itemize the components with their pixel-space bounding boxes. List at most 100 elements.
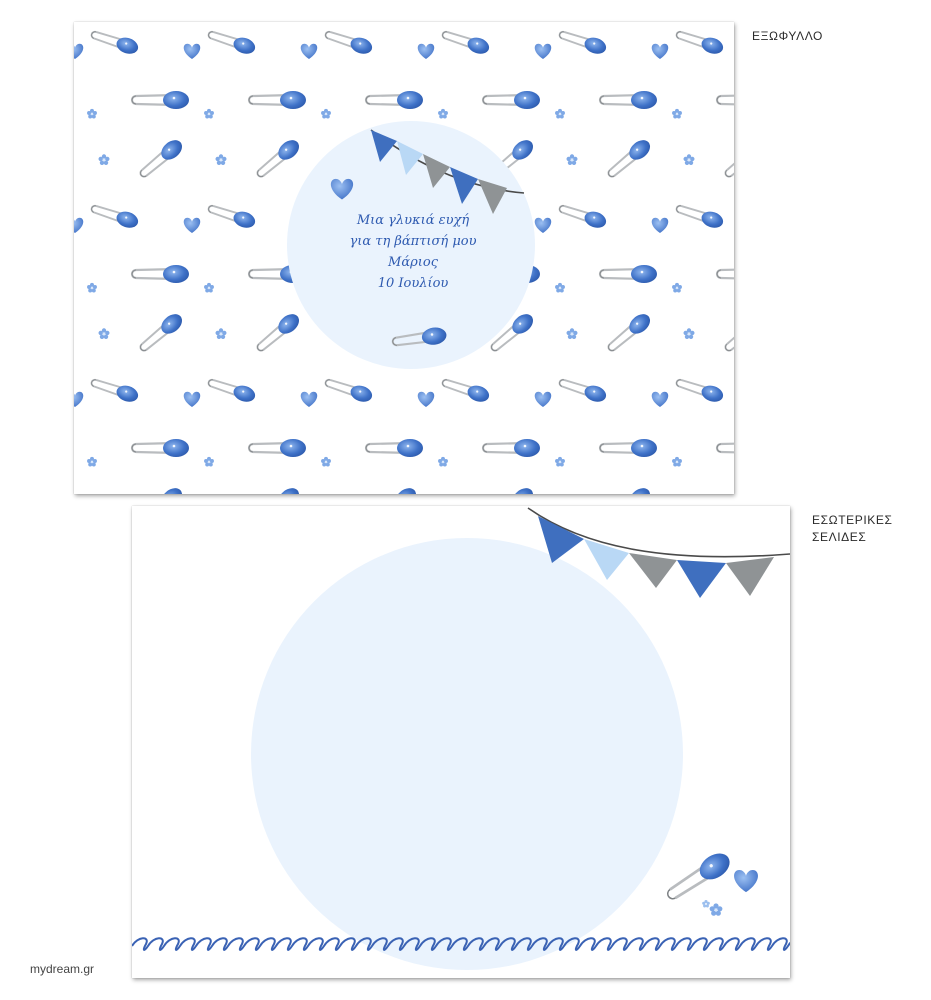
safety-pin-icon [667, 853, 730, 900]
pin-icon [135, 483, 187, 494]
flower-icon [215, 154, 227, 165]
pin-icon [364, 89, 425, 111]
pin-icon [252, 309, 304, 357]
flower-icon [683, 328, 695, 339]
heart-icon [300, 391, 318, 407]
heart-icon [300, 43, 318, 59]
heart-icon [74, 217, 84, 233]
flower-icon [87, 282, 97, 293]
pin-icon [720, 135, 734, 183]
pin-icon [135, 135, 187, 183]
flower-icon [672, 282, 682, 293]
heart-icon [651, 391, 669, 407]
flower-icon [438, 108, 448, 119]
pin-icon [130, 263, 191, 285]
flower-icon [566, 328, 578, 339]
heart-icon [651, 217, 669, 233]
pin-icon [88, 199, 142, 232]
pin-icon [322, 373, 376, 406]
pin-icon [556, 25, 610, 58]
flower-icon [683, 154, 695, 165]
pin-icon [486, 483, 538, 494]
flower-icon [204, 282, 214, 293]
flower-icon [555, 282, 565, 293]
flower-icon [438, 456, 448, 467]
inner-pages-label: ΕΣΩΤΕΡΙΚΕΣ ΣΕΛΙΔΕΣ [812, 512, 922, 546]
pin-icon [205, 199, 259, 232]
pin-icon [205, 373, 259, 406]
inner-label-line-2: ΣΕΛΙΔΕΣ [812, 530, 867, 544]
cover-pattern [74, 25, 734, 494]
pin-icon [598, 263, 659, 285]
flower-icon [215, 328, 227, 339]
flower-icon [87, 456, 97, 467]
heart-icon [74, 43, 84, 59]
pin-icon [715, 263, 734, 285]
greeting-line-1: Μια γλυκιά ευχή [356, 213, 470, 228]
heart-icon [534, 217, 552, 233]
pin-icon [247, 437, 308, 459]
brand-name: mydream.gr [30, 962, 95, 976]
heart-icon [74, 391, 84, 407]
pin-icon [603, 135, 655, 183]
pin-icon [88, 373, 142, 406]
heart-icon [183, 391, 201, 407]
flower-icon [204, 108, 214, 119]
pin-icon [364, 437, 425, 459]
inner-pages-sheet [132, 506, 790, 978]
heart-icon [534, 43, 552, 59]
flower-icon [98, 328, 110, 339]
pin-icon [130, 89, 191, 111]
pin-icon [603, 309, 655, 357]
heart-icon [417, 43, 435, 59]
pin-icon [673, 373, 727, 406]
pin-icon [720, 483, 734, 494]
greeting-line-2: για τη βάπτισή μου [349, 234, 477, 249]
heart-icon [734, 869, 758, 893]
pin-icon [439, 373, 493, 406]
pin-icon [252, 135, 304, 183]
baptism-date: 10 Ιουλίου [377, 276, 449, 291]
heart-icon [417, 391, 435, 407]
flower-icon [672, 108, 682, 119]
inner-photo-circle [251, 538, 683, 970]
child-name: Μάριος [388, 255, 438, 270]
flower-icon [672, 456, 682, 467]
flower-icon [566, 154, 578, 165]
cover-label: ΕΞΩΦΥΛΛΟ [752, 29, 823, 43]
heart-icon [183, 43, 201, 59]
flower-icon [204, 456, 214, 467]
flower-icon [87, 108, 97, 119]
pin-icon [369, 483, 421, 494]
bunting-flag-icon [370, 129, 525, 214]
heart-icon [534, 391, 552, 407]
pin-icon [481, 437, 542, 459]
pin-icon [673, 199, 727, 232]
flower-icon [321, 456, 331, 467]
inner-page-art [132, 507, 790, 970]
heart-icon [651, 43, 669, 59]
pin-icon [481, 89, 542, 111]
flower-icon [321, 108, 331, 119]
pin-icon [603, 483, 655, 494]
cover-sheet: Μια γλυκιά ευχή για τη βάπτισή μου Μάριο… [74, 22, 734, 494]
flower-icon [702, 900, 710, 908]
flower-icon [709, 903, 723, 916]
flower-icon [555, 108, 565, 119]
pin-icon [205, 25, 259, 58]
flower-icon [555, 456, 565, 467]
pin-icon [130, 437, 191, 459]
flower-icon [98, 154, 110, 165]
curly-border [132, 937, 790, 951]
pin-icon [715, 89, 734, 111]
inner-label-line-1: ΕΣΩΤΕΡΙΚΕΣ [812, 513, 893, 527]
pin-icon [598, 437, 659, 459]
pin-icon [556, 199, 610, 232]
pin-icon [88, 25, 142, 58]
bunting-flag-icon [527, 507, 790, 598]
pin-icon [715, 437, 734, 459]
pin-icon [720, 309, 734, 357]
pin-icon [252, 483, 304, 494]
pin-icon [556, 373, 610, 406]
pin-icon [322, 25, 376, 58]
